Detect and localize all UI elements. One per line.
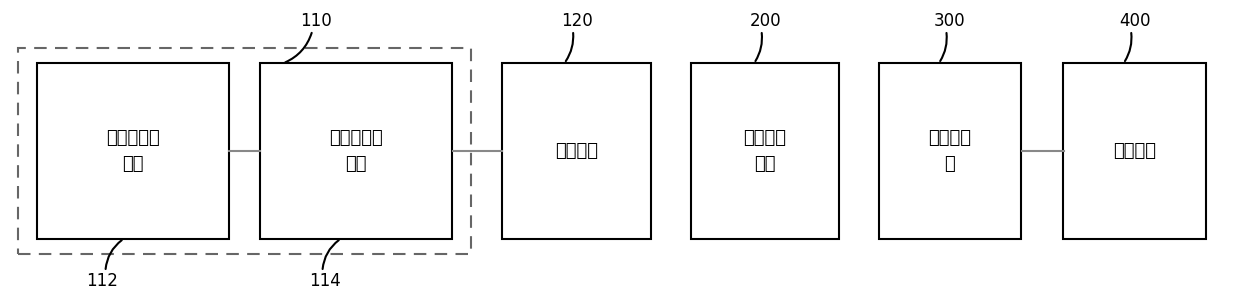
Bar	[259, 63, 451, 239]
Text: 300: 300	[934, 12, 966, 30]
Text: 400: 400	[1118, 12, 1151, 30]
Text: 数据汇集
装置: 数据汇集 装置	[744, 130, 786, 172]
Text: 110: 110	[300, 12, 332, 30]
Text: 光纤光栅传
感器: 光纤光栅传 感器	[105, 130, 160, 172]
Bar	[691, 63, 839, 239]
Bar	[37, 63, 228, 239]
Bar	[19, 48, 471, 254]
Text: 传输装置: 传输装置	[556, 142, 598, 160]
Text: 114: 114	[309, 272, 341, 290]
Text: 112: 112	[86, 272, 118, 290]
Bar	[1063, 63, 1205, 239]
Bar	[878, 63, 1022, 239]
Text: 200: 200	[749, 12, 781, 30]
Text: 120: 120	[560, 12, 593, 30]
Text: 远程服务
器: 远程服务 器	[929, 130, 971, 172]
Bar	[502, 63, 651, 239]
Text: 报警装置: 报警装置	[1114, 142, 1156, 160]
Text: 光纤光栅解
调仪: 光纤光栅解 调仪	[329, 130, 383, 172]
